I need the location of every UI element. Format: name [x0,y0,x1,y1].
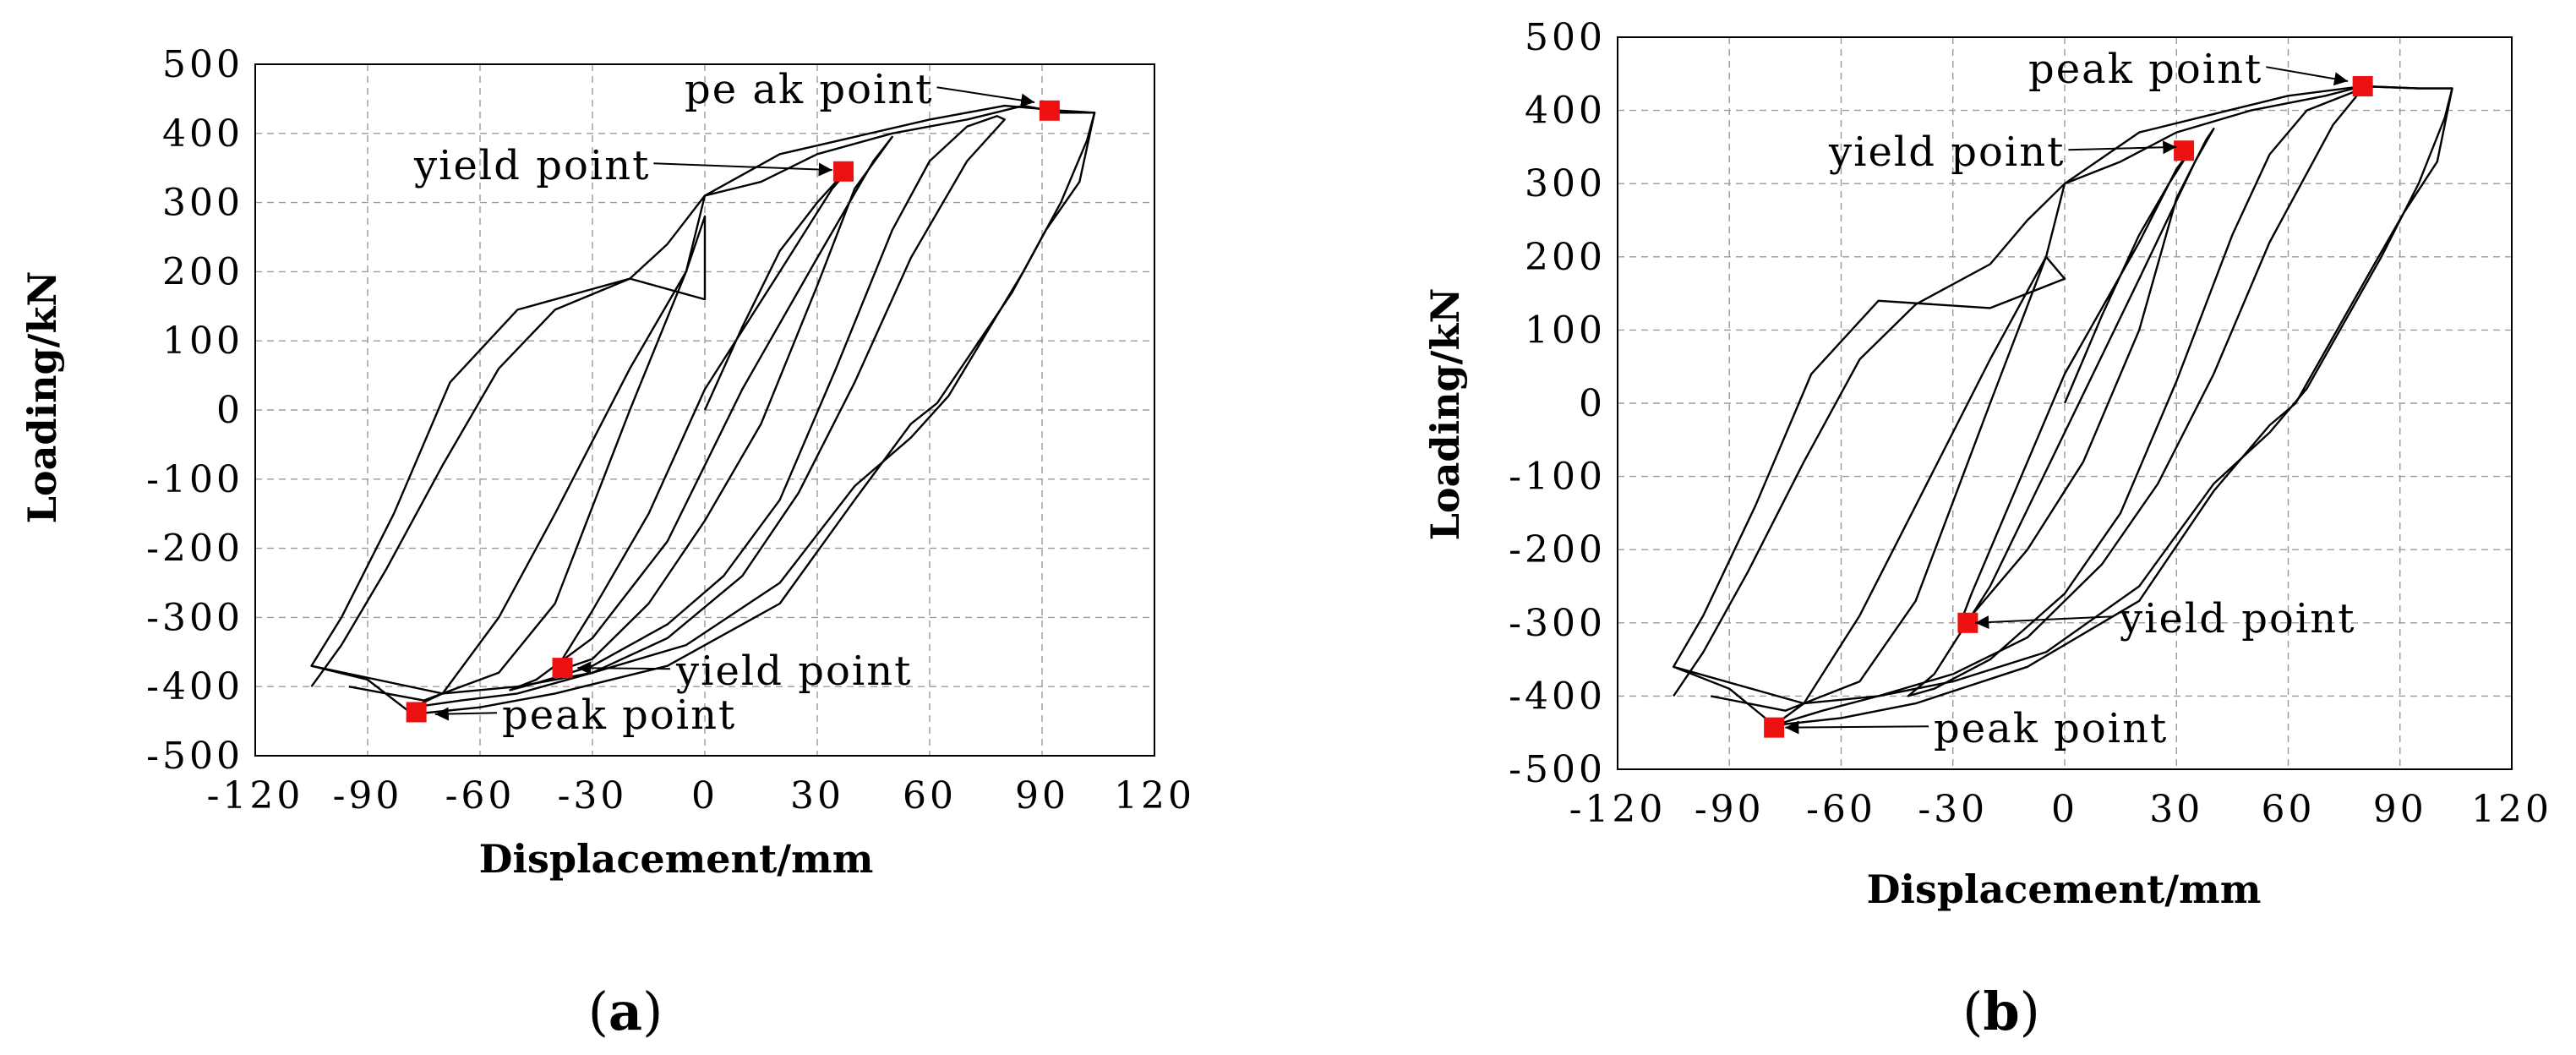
marker-yield-point-negative [1957,612,1978,633]
x-tick-label: -90 [1695,788,1765,831]
annotation-arrow [2266,66,2349,86]
annotation-arrow [434,707,498,721]
y-tick-label: -100 [146,458,243,501]
y-tick-labels-a: -500 -400 -300 -200 -100 0 100 200 300 400 500 [146,43,243,778]
annotation-label: pe ak point [685,66,934,113]
x-tick-label: 30 [2149,788,2203,831]
annotation-label: yield point [413,142,650,189]
plot-frame-b [1617,36,2513,770]
plot-frame-a [254,63,1155,757]
panel-label-open: ( [588,981,609,1042]
y-tick-label: 300 [1525,162,1606,205]
y-axis-label: Loading/kN [1422,288,1468,541]
x-axis-label: Displacement/mm [479,836,874,882]
x-tick-label: -120 [207,774,304,817]
x-tick-label: -30 [558,774,628,817]
annotation-arrow [2068,140,2177,155]
x-tick-label: -30 [1918,788,1988,831]
annotation-label: yield point [2119,595,2355,642]
panel-label-letter: a [609,981,642,1042]
marker-peak-point-negative [1764,717,1785,738]
x-tick-label: 0 [691,774,718,817]
marker-peak-point-negative [406,702,427,723]
x-tick-label: 90 [2373,788,2427,831]
y-tick-label: -200 [1509,528,1606,571]
annotation-label: peak point [502,691,736,739]
x-tick-label: 120 [1114,774,1195,817]
marker-peak-point-positive [1039,100,1060,121]
y-tick-labels-b: -500 -400 -300 -200 -100 0 100 200 300 400 500 [1509,16,1606,791]
marker-yield-point-positive [833,161,854,182]
series-group-a [310,104,1096,716]
y-tick-label: 200 [162,250,243,293]
markers-group-a [406,100,1060,723]
chart-panel-a: -120 -90 -60 -30 0 30 60 90 120 -500-400-300-200… [19,43,1195,882]
annotation-arrow [936,86,1035,107]
panel-label-open: ( [1962,981,1983,1042]
y-tick-label: 100 [162,320,243,363]
panel-label-letter: b [1983,981,2019,1042]
y-tick-label: 200 [1525,236,1606,279]
annotations-b: peak point yield point yield point peak … [1785,46,2355,752]
x-axis-label: Displacement/mm [1867,866,2262,912]
y-tick-label: 0 [1579,382,1606,425]
y-tick-label: -200 [146,528,243,571]
annotation-label: yield point [675,648,912,695]
x-tick-label: 60 [903,774,957,817]
x-tick-label: 60 [2262,788,2316,831]
y-tick-label: 100 [1525,309,1606,352]
x-tick-label: -90 [333,774,403,817]
annotation-label: peak point [2028,46,2262,93]
panel-label-a: (a) [588,981,663,1042]
series-line-hysteresis [310,104,1096,716]
y-tick-label: 400 [162,112,243,156]
y-tick-label: -500 [1509,748,1606,791]
x-tick-label: 120 [2471,788,2552,831]
annotation-arrow [577,661,671,675]
chart-panel-b: -120 -90 -60 -30 0 30 60 90 120 -500-400-300-200… [1422,16,2552,912]
x-tick-labels-b: -120 -90 -60 -30 0 30 60 90 120 [1569,788,2552,831]
panel-label-close: ) [2020,981,2040,1042]
y-tick-label: -100 [1509,456,1606,499]
markers-group-b [1764,76,2373,738]
series-group-b [1672,85,2453,727]
panel-label-close: ) [642,981,663,1042]
annotations-a: pe ak point yield point yield point peak… [413,66,1035,739]
y-tick-label: 400 [1525,90,1606,133]
annotation-arrow [1975,615,2115,630]
marker-yield-point-negative [552,658,573,679]
annotation-arrow [1785,720,1929,735]
y-tick-label: -400 [146,665,243,708]
panel-label-b: (b) [1962,981,2040,1042]
annotation-arrow [653,162,832,177]
y-tick-label: -300 [1509,602,1606,645]
series-line-outer-envelope [310,104,1096,695]
series-line-outer-envelope [1673,85,2453,705]
y-tick-label: 500 [162,43,243,86]
y-axis-label: Loading/kN [19,271,65,524]
x-tick-label: 90 [1015,774,1069,817]
x-tick-labels-a: -120 -90 -60 -30 0 30 60 90 120 [207,774,1195,817]
x-tick-label: -60 [445,774,516,817]
marker-peak-point-positive [2352,76,2373,97]
y-tick-label: -300 [146,596,243,639]
y-tick-label: 0 [216,389,243,432]
y-tick-label: 500 [1525,16,1606,59]
x-tick-label: -60 [1806,788,1876,831]
annotation-label: peak point [1934,705,2168,752]
annotation-label: yield point [1828,128,2065,176]
y-tick-label: 300 [162,182,243,225]
x-tick-label: -120 [1569,788,1667,831]
x-tick-label: 0 [2051,788,2078,831]
y-tick-label: -400 [1509,675,1606,718]
marker-yield-point-positive [2174,140,2195,161]
x-tick-label: 30 [790,774,844,817]
y-tick-label: -500 [146,735,243,778]
